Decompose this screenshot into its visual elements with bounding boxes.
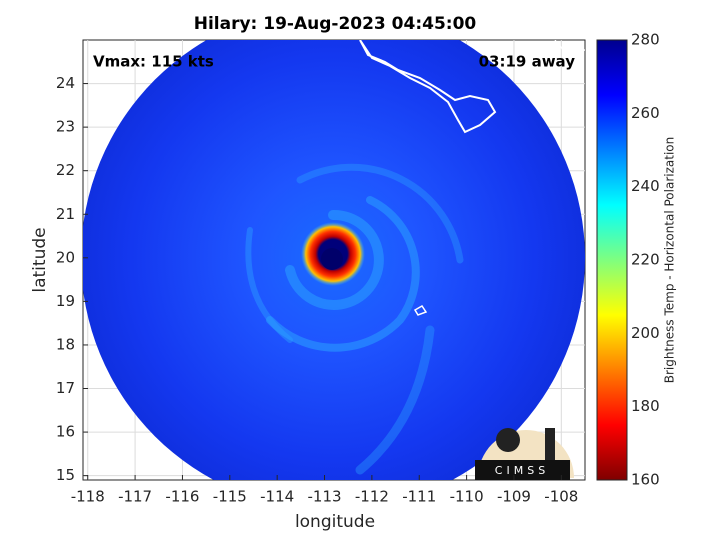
y-tick-label: 18 — [56, 335, 75, 353]
logo: CIMSS — [475, 428, 574, 480]
x-tick-label: -117 — [118, 488, 152, 506]
colorbar-tick-label: 220 — [631, 251, 660, 269]
x-tick-label: -118 — [71, 488, 105, 506]
y-tick-label: 19 — [56, 292, 75, 310]
y-tick-label: 24 — [56, 74, 75, 92]
x-tick-label: -116 — [165, 488, 199, 506]
x-axis-label: longitude — [295, 512, 375, 532]
logo-text: CIMSS — [495, 464, 549, 477]
x-tick-label: -108 — [544, 488, 578, 506]
colorbar-tick-label: 160 — [631, 471, 660, 489]
colorbar-tick-label: 200 — [631, 324, 660, 342]
x-tick-label: -113 — [308, 488, 342, 506]
x-tick-label: -109 — [497, 488, 531, 506]
axes: -118 -117 -116 -115 -114 -113 -112 -111 -110 -109… — [56, 31, 660, 506]
y-tick-label: 21 — [56, 205, 75, 223]
colorbar-label: Brightness Temp - Horizontal Polarizatio… — [663, 137, 677, 384]
y-tick-label: 16 — [56, 423, 75, 441]
y-tick-label: 22 — [56, 161, 75, 179]
colorbar-tick-label: 180 — [631, 397, 660, 415]
chart-title: Hilary: 19-Aug-2023 04:45:00 — [194, 14, 477, 34]
colorbar — [596, 39, 628, 481]
colorbar-tick-label: 260 — [631, 104, 660, 122]
y-tick-label: 23 — [56, 118, 75, 136]
annotation: 03:19 away — [479, 53, 576, 71]
y-tick-label: 15 — [56, 466, 75, 484]
x-tick-label: -111 — [402, 488, 436, 506]
y-tick-label: 17 — [56, 379, 75, 397]
colorbar-tick-label: 280 — [631, 31, 660, 49]
x-tick-label: -112 — [355, 488, 389, 506]
annotation: Vmax: 115 kts — [93, 53, 214, 71]
y-tick-label: 20 — [56, 248, 75, 266]
colorbar-tick-label: 240 — [631, 177, 660, 195]
x-tick-label: -110 — [450, 488, 484, 506]
x-tick-label: -115 — [213, 488, 247, 506]
x-tick-label: -114 — [260, 488, 294, 506]
y-axis-label: latitude — [30, 227, 50, 292]
swath-image — [83, 40, 585, 480]
